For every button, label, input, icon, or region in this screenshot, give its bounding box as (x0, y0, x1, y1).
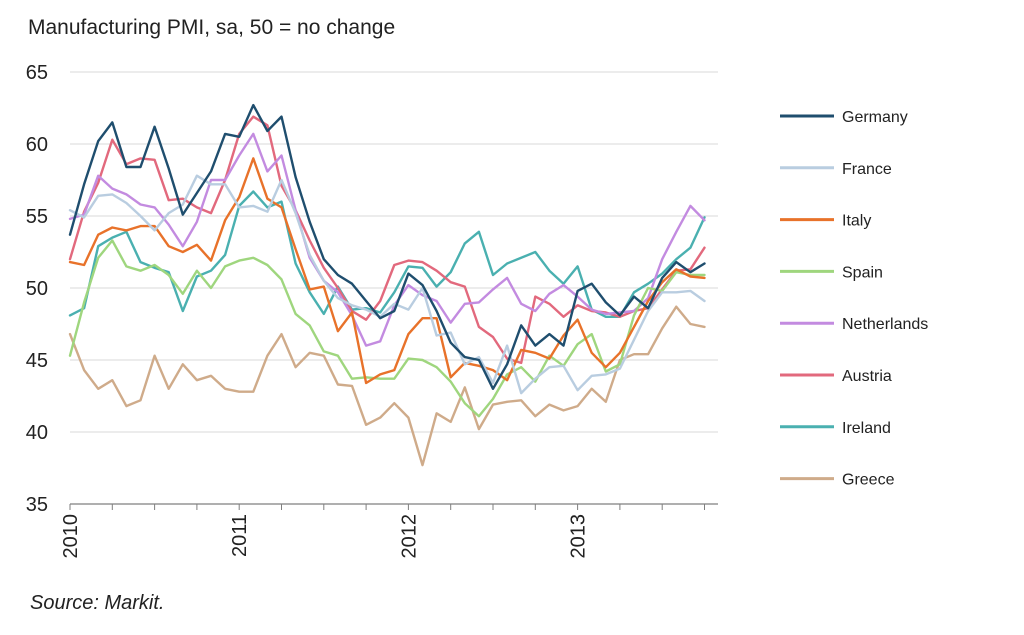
series-lines (68, 103, 706, 467)
legend-label-germany: Germany (842, 109, 908, 126)
series-line-spain (68, 239, 706, 418)
y-tick-label: 65 (26, 62, 48, 84)
axes: 35 40 45 50 55 60 65 2010 2011 2012 2013 (26, 62, 718, 559)
legend-label-spain: Spain (842, 264, 883, 281)
series-line-netherlands (68, 132, 706, 347)
legend-label-italy: Italy (842, 213, 871, 230)
y-tick-label: 45 (26, 350, 48, 372)
x-tick-label: 2012 (398, 514, 420, 559)
legend-label-austria: Austria (842, 368, 892, 385)
y-tick-label: 60 (26, 134, 48, 156)
series-line-france (68, 174, 706, 395)
y-tick-label: 35 (26, 494, 48, 516)
y-tick-label: 55 (26, 206, 48, 228)
legend-label-greece: Greece (842, 472, 895, 489)
series-line-ireland (68, 190, 706, 318)
series-line-italy (68, 157, 706, 385)
source-note: Source: Markit. (30, 592, 165, 614)
legend-label-netherlands: Netherlands (842, 316, 928, 333)
legend: Germany France Italy Spain Netherlands Austri… (780, 109, 928, 489)
gridlines (70, 71, 718, 433)
y-tick-label: 50 (26, 278, 48, 300)
x-tick-label: 2010 (60, 514, 82, 559)
x-tick-label: 2013 (568, 514, 590, 559)
series-line-greece (68, 305, 706, 467)
series-line-germany (68, 103, 706, 390)
chart-title: Manufacturing PMI, sa, 50 = no change (28, 16, 396, 39)
legend-label-france: France (842, 161, 892, 178)
legend-label-ireland: Ireland (842, 420, 891, 437)
y-tick-label: 40 (26, 422, 48, 444)
x-tick-label: 2011 (229, 514, 251, 557)
